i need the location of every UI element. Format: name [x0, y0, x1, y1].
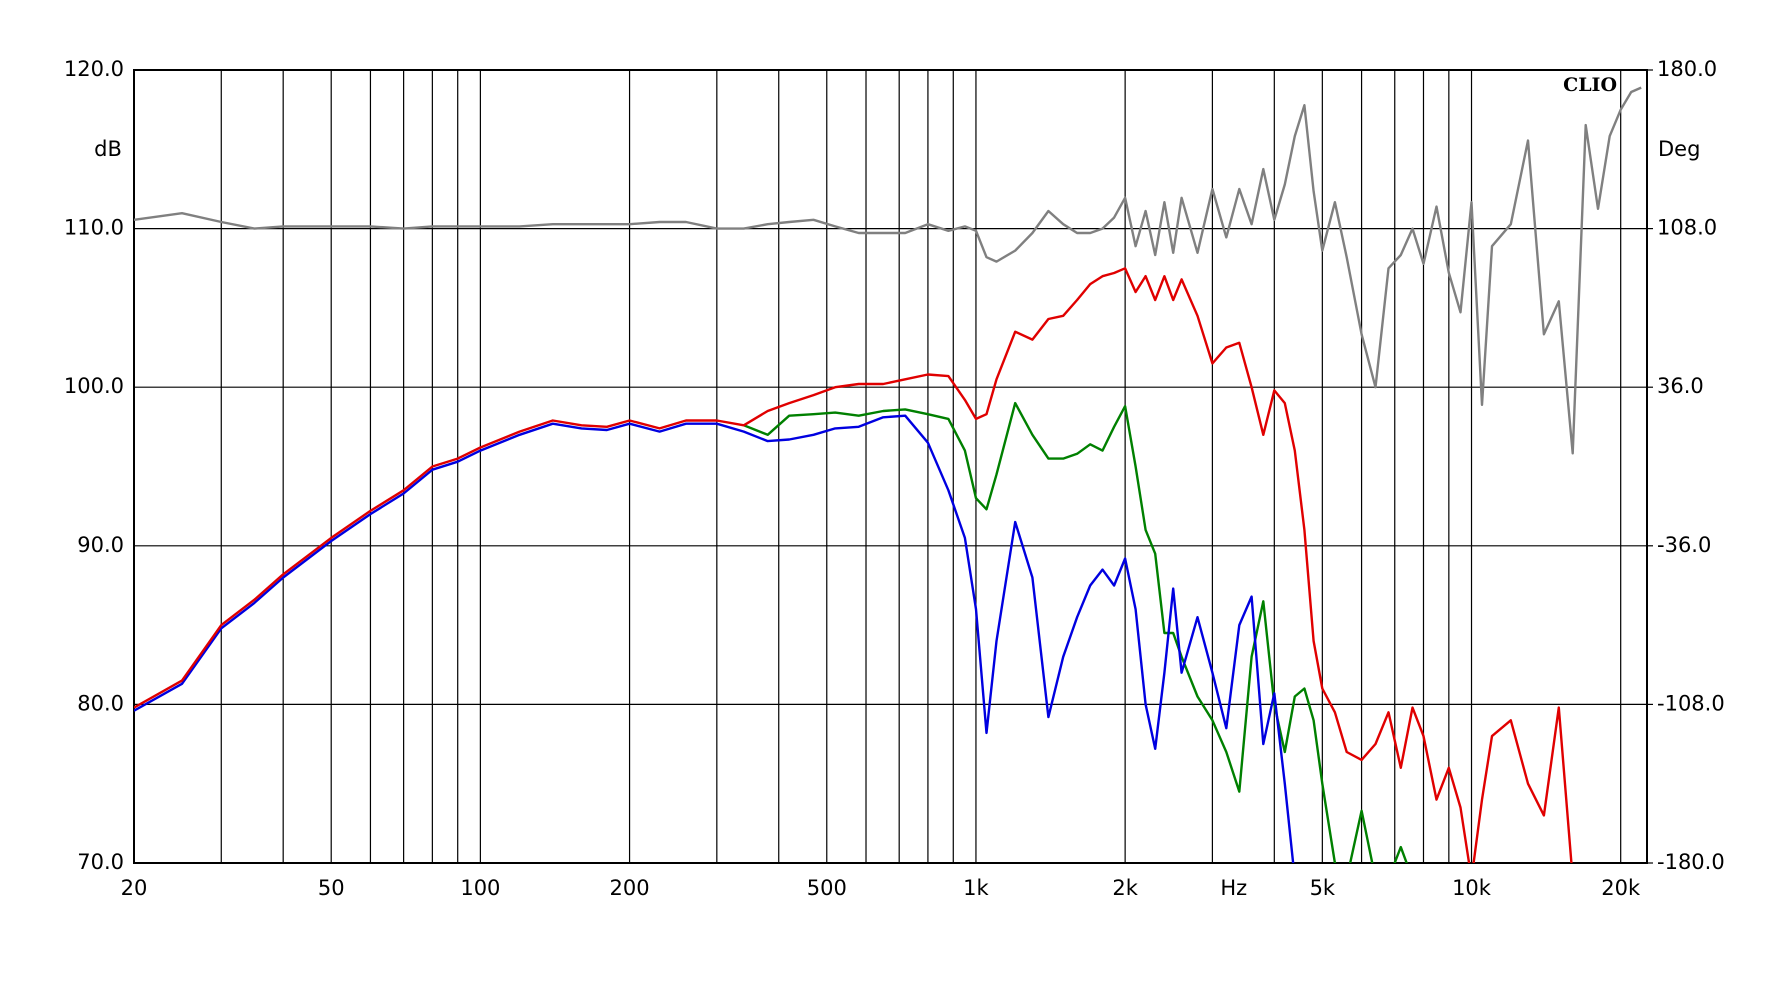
y2-tick-label: -180.0 [1657, 850, 1725, 874]
y-tick-label: 120.0 [64, 57, 124, 81]
y2-tick-label: 108.0 [1657, 216, 1717, 240]
y-tick-label: 70.0 [77, 850, 124, 874]
plot-area [134, 86, 1642, 863]
series-line [134, 86, 1642, 455]
x-axis-label: Hz [1220, 876, 1247, 900]
x-tick-label: 200 [610, 876, 650, 900]
x-tick-label: 100 [460, 876, 500, 900]
x-tick-label: 5k [1310, 876, 1336, 900]
x-tick-label: 500 [807, 876, 847, 900]
y2-tick-label: -108.0 [1657, 691, 1725, 715]
y-axis-label: dB [94, 137, 122, 161]
x-tick-label: 20 [121, 876, 148, 900]
x-tick-label: 50 [318, 876, 345, 900]
y2-tick-label: 36.0 [1657, 374, 1704, 398]
series-line [134, 267, 1573, 863]
x-tick-label: 2k [1112, 876, 1138, 900]
brand-label: CLIO [1563, 74, 1617, 96]
y2-tick-label: -36.0 [1657, 533, 1711, 557]
x-tick-label: 10k [1452, 876, 1492, 900]
y-tick-label: 80.0 [77, 691, 124, 715]
plot-frame [133, 69, 1648, 864]
series-line [134, 414, 1295, 863]
y2-axis-label: Deg [1658, 137, 1700, 161]
x-tick-label: 20k [1601, 876, 1641, 900]
y-tick-label: 90.0 [77, 533, 124, 557]
series-line [743, 401, 1408, 863]
y-tick-label: 100.0 [64, 374, 124, 398]
y-tick-label: 110.0 [64, 216, 124, 240]
y2-tick-label: 180.0 [1657, 57, 1717, 81]
x-tick-label: 1k [963, 876, 989, 900]
